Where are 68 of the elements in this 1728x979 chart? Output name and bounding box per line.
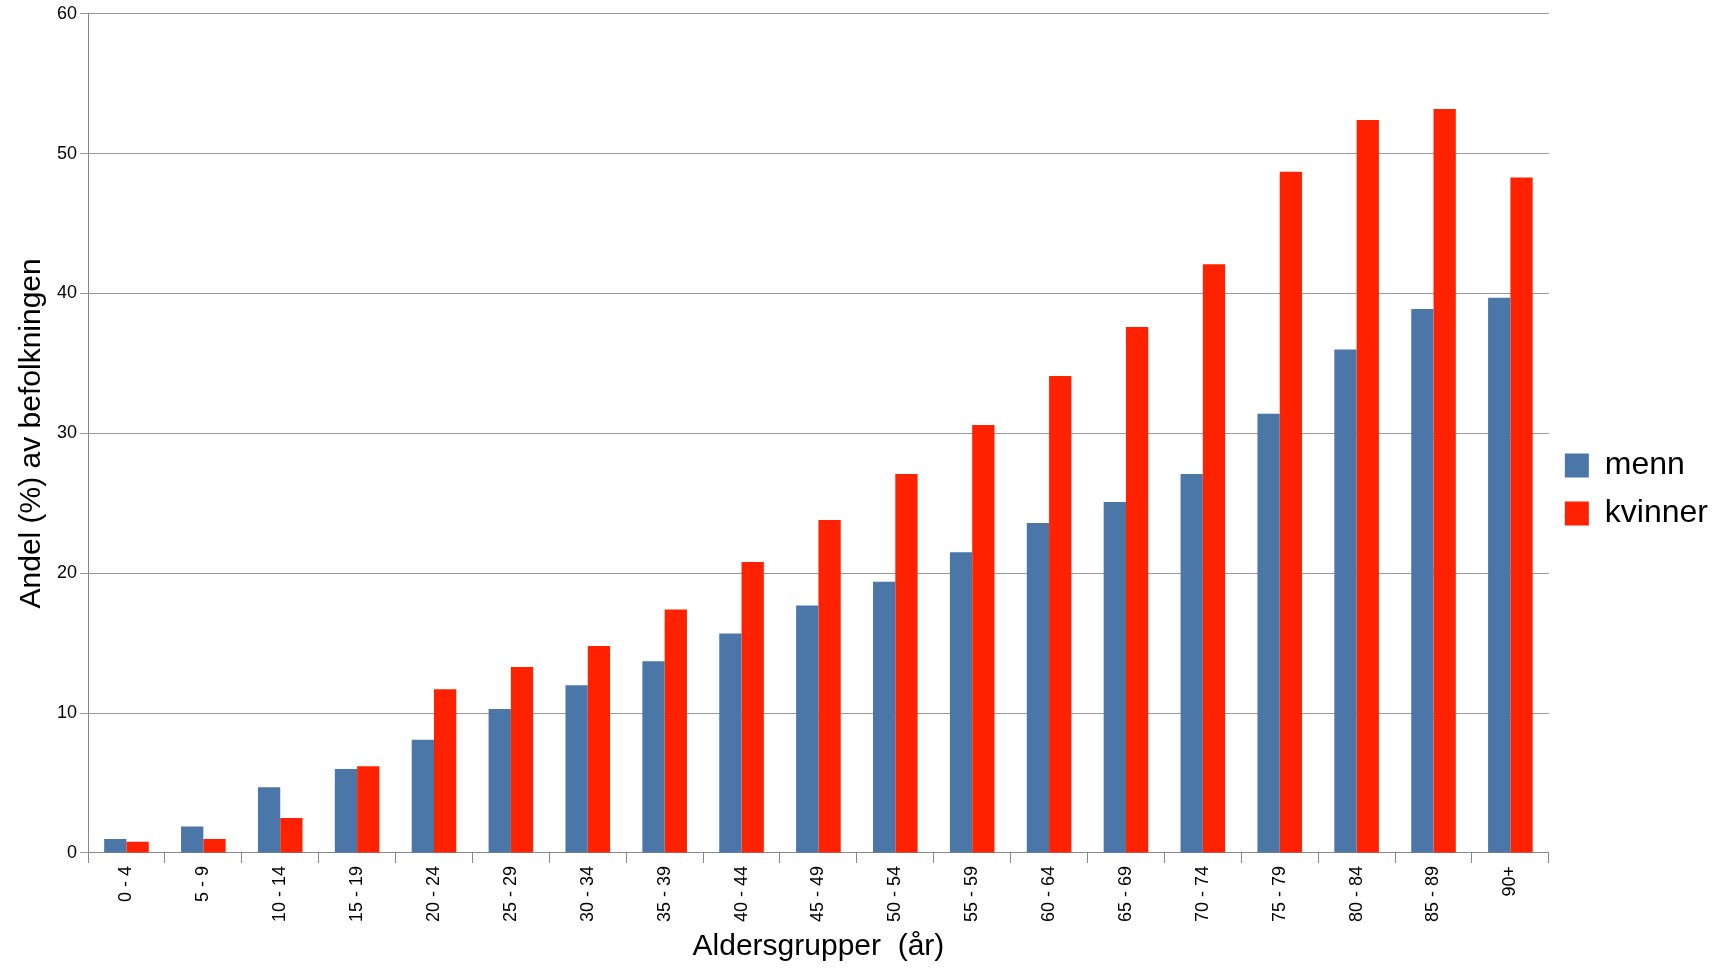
bar — [1488, 297, 1511, 853]
bar — [257, 787, 281, 853]
legend-label: kvinner — [1604, 493, 1709, 530]
bar — [1279, 171, 1303, 853]
bar — [1433, 108, 1456, 853]
bar — [1356, 120, 1379, 853]
bar — [488, 708, 511, 853]
y-tick-label: 60 — [56, 2, 78, 23]
bar — [181, 826, 204, 853]
x-tick-label: 60 - 64 — [1038, 865, 1059, 923]
y-tick-label: 20 — [56, 562, 78, 583]
bar — [280, 818, 303, 853]
x-tick-label: 5 - 9 — [192, 865, 213, 902]
bar — [873, 581, 896, 853]
x-tick-label: 70 - 74 — [1191, 865, 1212, 923]
x-tick-label: 15 - 19 — [346, 865, 367, 923]
bar — [203, 838, 226, 853]
x-tick-label: 10 - 14 — [269, 865, 290, 923]
bar — [357, 766, 380, 853]
bar — [972, 424, 995, 853]
bar — [1510, 177, 1533, 853]
bar — [126, 841, 149, 853]
y-tick-label: 40 — [56, 282, 78, 303]
legend-label: menn — [1604, 445, 1685, 482]
bar — [642, 661, 665, 853]
bar — [818, 520, 841, 853]
bar — [434, 689, 457, 853]
bar — [1180, 473, 1203, 853]
x-tick-label: 85 - 89 — [1422, 865, 1443, 923]
x-tick-label: 25 - 29 — [499, 865, 520, 923]
x-tick-label: 35 - 39 — [653, 865, 674, 923]
x-tick-label: 55 - 59 — [961, 865, 982, 923]
bar — [741, 562, 764, 853]
bar — [1049, 376, 1072, 853]
bar — [895, 473, 918, 853]
y-tick-label: 10 — [56, 702, 78, 723]
bar — [565, 685, 588, 853]
y-tick-label: 0 — [67, 841, 78, 862]
bar — [587, 645, 611, 853]
bar — [664, 609, 687, 853]
x-tick-label: 80 - 84 — [1345, 865, 1366, 923]
bar — [411, 739, 435, 853]
x-tick-label: 75 - 79 — [1268, 865, 1289, 923]
bar — [1202, 264, 1226, 853]
x-tick-label: 40 - 44 — [730, 865, 751, 923]
x-tick-label: 30 - 34 — [576, 865, 597, 923]
bar — [949, 552, 973, 853]
x-tick-label: 90+ — [1499, 865, 1520, 897]
x-tick-label: 65 - 69 — [1114, 865, 1135, 923]
y-tick-label: 30 — [56, 422, 78, 443]
bar — [104, 838, 127, 853]
bar — [1411, 308, 1434, 853]
y-axis-title: Andel (%) av befolkningen — [13, 258, 47, 609]
bar — [1125, 327, 1149, 853]
x-axis-title: Aldersgrupper (år) — [692, 928, 945, 962]
bar — [1257, 413, 1280, 853]
bar — [510, 666, 534, 853]
bar — [1103, 501, 1126, 853]
y-tick-label: 50 — [56, 142, 78, 163]
x-tick-label: 50 - 54 — [884, 865, 905, 923]
bar — [1026, 522, 1050, 853]
x-tick-label: 0 - 4 — [115, 865, 136, 902]
bar — [796, 605, 819, 853]
bar — [719, 633, 742, 853]
x-tick-label: 45 - 49 — [807, 865, 828, 923]
bar — [1334, 349, 1357, 853]
x-tick-label: 20 - 24 — [422, 865, 443, 923]
bar — [334, 769, 358, 853]
